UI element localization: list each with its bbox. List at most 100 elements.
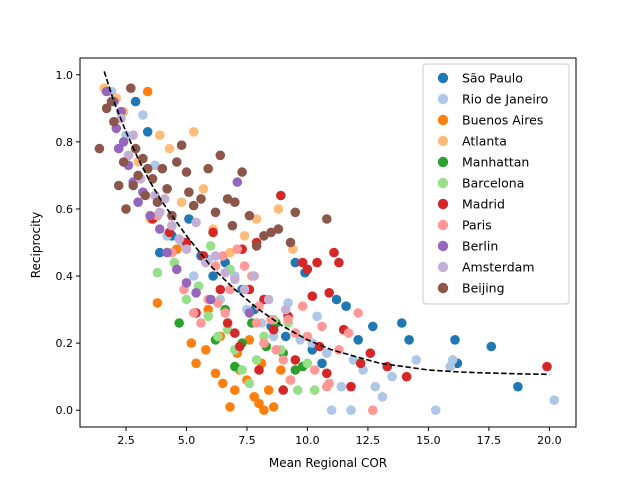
point-2-1	[152, 298, 163, 308]
point-10-10	[138, 153, 148, 164]
point-1-30	[326, 405, 337, 416]
legend-label-8: Berlin	[462, 239, 498, 254]
point-2-8	[225, 402, 235, 412]
point-9-1	[123, 150, 134, 161]
point-2-15	[263, 385, 274, 395]
point-9-16	[239, 284, 250, 295]
x-tick-label-0: 2.5	[117, 434, 135, 447]
point-2-16	[268, 402, 279, 412]
point-10-34	[290, 207, 301, 218]
point-10-38	[140, 190, 151, 201]
point-0-19	[368, 321, 378, 332]
point-8-7	[133, 197, 143, 207]
legend-marker-6	[437, 198, 449, 210]
point-2-17	[276, 365, 286, 375]
point-9-8	[167, 220, 177, 231]
point-6-19	[307, 291, 318, 302]
point-7-15	[271, 345, 281, 355]
point-9-17	[249, 271, 259, 281]
point-6-33	[254, 365, 264, 375]
point-3-5	[155, 130, 165, 140]
point-6-7	[222, 318, 233, 328]
point-7-3	[188, 308, 199, 318]
point-6-9	[234, 341, 245, 352]
point-2-3	[186, 338, 197, 348]
point-10-33	[285, 237, 296, 248]
point-0-4	[184, 214, 194, 224]
point-5-8	[237, 365, 247, 375]
point-10-28	[244, 210, 255, 221]
point-7-6	[210, 261, 221, 271]
point-1-16	[322, 348, 332, 359]
point-9-2	[128, 130, 138, 140]
legend-label-3: Atlanta	[462, 134, 507, 149]
point-5-18	[205, 241, 216, 251]
point-6-26	[346, 381, 356, 392]
legend-marker-1	[437, 93, 449, 105]
point-9-15	[230, 274, 240, 285]
legend: São Paulo Rio de Janeiro Buenos Aires Atlan…	[422, 63, 570, 305]
legend-label-5: Barcelona	[462, 176, 524, 191]
point-8-18	[113, 143, 124, 154]
point-10-3	[109, 116, 119, 127]
point-9-11	[191, 217, 201, 228]
point-10-6	[121, 204, 131, 214]
point-7-9	[232, 244, 243, 254]
point-5-11	[259, 331, 269, 342]
point-7-26	[353, 308, 364, 318]
point-8-9	[145, 210, 155, 221]
point-6-18	[302, 264, 313, 275]
point-10-25	[222, 194, 233, 204]
point-2-0	[142, 86, 153, 97]
point-10-22	[203, 163, 213, 174]
x-axis-label: Mean Regional COR	[269, 456, 387, 470]
point-4-3	[230, 361, 240, 372]
point-10-12	[147, 174, 158, 184]
point-7-8	[225, 284, 235, 295]
point-10-30	[259, 231, 269, 241]
y-tick-label-0: 0.0	[56, 404, 74, 417]
point-1-27	[549, 395, 559, 406]
point-10-8	[128, 180, 138, 191]
point-4-0	[174, 318, 184, 328]
axes: 2.5 5.0 7.5 10.0 12.5 15.0 17.5 20.0 0.0 0.2 0.4 0.…	[56, 57, 577, 447]
point-10-29	[251, 241, 262, 251]
legend-label-7: Paris	[462, 218, 492, 233]
point-6-30	[401, 371, 412, 382]
point-7-16	[278, 355, 289, 365]
point-10-26	[230, 197, 240, 207]
point-0-15	[317, 358, 327, 369]
point-1-20	[370, 381, 381, 392]
point-6-21	[322, 368, 332, 379]
legend-label-0: São Paulo	[462, 71, 523, 86]
point-8-12	[172, 264, 182, 275]
point-6-13	[268, 324, 279, 335]
point-0-11	[280, 331, 291, 342]
point-5-15	[293, 385, 303, 395]
point-3-6	[164, 143, 175, 154]
legend-label-2: Buenos Aires	[462, 113, 543, 128]
point-10-14	[157, 163, 168, 174]
point-3-11	[225, 247, 235, 258]
point-6-23	[329, 247, 339, 258]
point-5-17	[309, 385, 320, 395]
point-9-9	[174, 234, 184, 244]
point-8-11	[162, 247, 172, 258]
point-6-24	[334, 257, 344, 268]
point-1-3	[150, 160, 160, 171]
points-layer	[94, 83, 559, 416]
point-1-21	[377, 392, 388, 402]
series-9	[116, 113, 291, 315]
point-10-31	[266, 227, 276, 238]
point-6-6	[215, 284, 226, 295]
point-6-5	[208, 227, 218, 238]
point-5-5	[213, 331, 223, 342]
point-7-21	[309, 365, 320, 375]
point-7-12	[254, 301, 264, 312]
legend-marker-8	[437, 240, 449, 252]
legend-marker-10	[437, 282, 449, 294]
point-10-17	[172, 157, 182, 167]
fit-curve-layer	[103, 71, 550, 376]
point-10-21	[196, 194, 206, 204]
x-tick-label-2: 7.5	[238, 434, 256, 447]
